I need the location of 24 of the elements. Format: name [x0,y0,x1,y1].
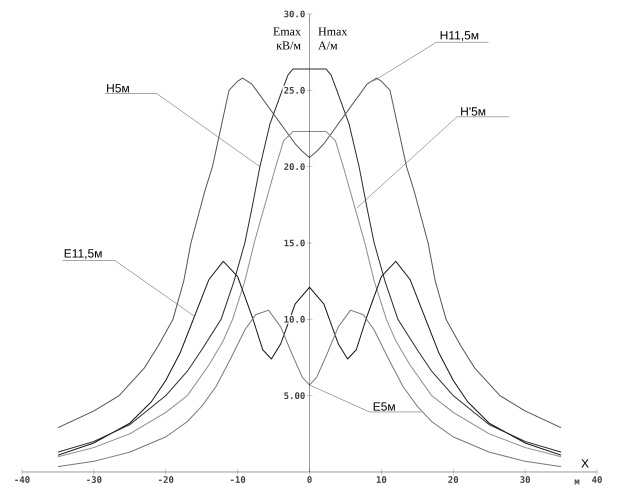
x-tick-label: 40 [592,476,602,483]
y2-axis-title: Hmax А/м [318,28,348,50]
x-tick-label: -30 [87,476,102,483]
annotation: E11,5м [64,249,102,260]
x-tick-label: -20 [158,476,174,483]
x-axis-title: X [581,459,589,468]
x-tick-label: 0 [307,476,312,483]
x-tick-label: -40 [15,476,30,483]
annotation: H5м [107,84,129,92]
annotation: E5м [374,402,395,411]
y-tick-label: 20.0 [284,163,305,170]
annotation: H'5м [461,107,486,116]
x-tick-label: 10 [376,476,386,483]
annotation: H11,5м [440,31,478,41]
y-tick-label: 5.00 [284,392,305,400]
y-tick-label: 25.0 [284,86,305,94]
y-tick-label: 15.0 [284,240,305,246]
text: м [574,480,580,484]
y-axis-title: Emax кВ/м [273,28,301,50]
y-tick-label: 30.0 [284,10,305,18]
y-tick-label: 10.0 [284,316,305,323]
x-tick-label: -10 [230,476,246,483]
x-tick-label: 20 [448,476,458,483]
x-tick-label: 30 [520,476,530,483]
